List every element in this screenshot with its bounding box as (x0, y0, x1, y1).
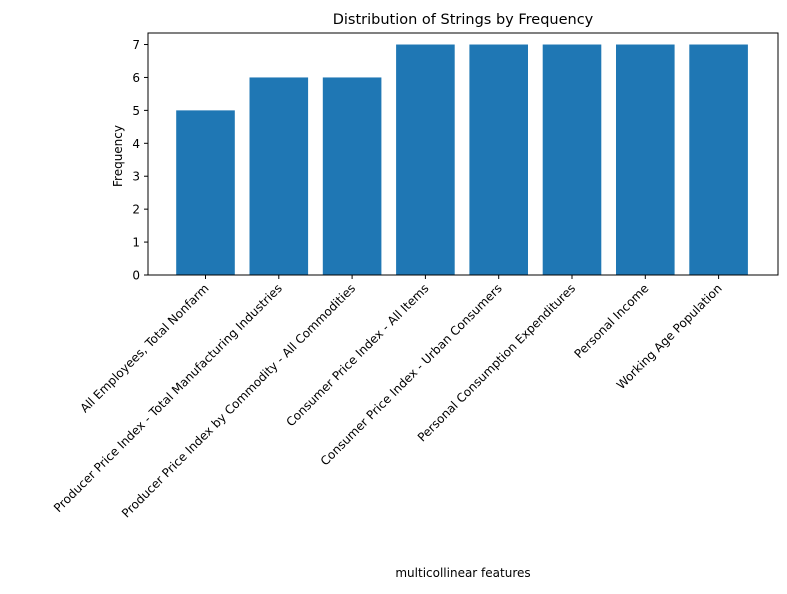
bars-layer (176, 44, 748, 276)
y-axis-ticks: 0 1 2 3 4 5 6 7 (132, 38, 148, 283)
y-tick-label: 3 (132, 170, 140, 184)
y-tick-label: 0 (132, 269, 140, 283)
bar (322, 77, 382, 275)
y-tick-label: 6 (132, 71, 140, 85)
bar (396, 44, 455, 275)
plot-frame (147, 32, 779, 276)
bar (469, 44, 528, 275)
bar (249, 77, 309, 275)
chart-title: Distribution of Strings by Frequency (333, 12, 594, 28)
x-axis-label: multicollinear features (395, 566, 530, 580)
y-tick-label: 2 (132, 203, 140, 217)
y-axis-label: Frequency (111, 125, 125, 187)
y-tick-label: 5 (132, 104, 140, 118)
bar (616, 44, 675, 275)
bar (176, 110, 235, 276)
bar (689, 44, 748, 275)
y-tick-label: 4 (132, 137, 140, 151)
y-tick-label: 7 (132, 38, 140, 52)
bar (542, 44, 602, 275)
y-tick-label: 1 (132, 236, 140, 250)
